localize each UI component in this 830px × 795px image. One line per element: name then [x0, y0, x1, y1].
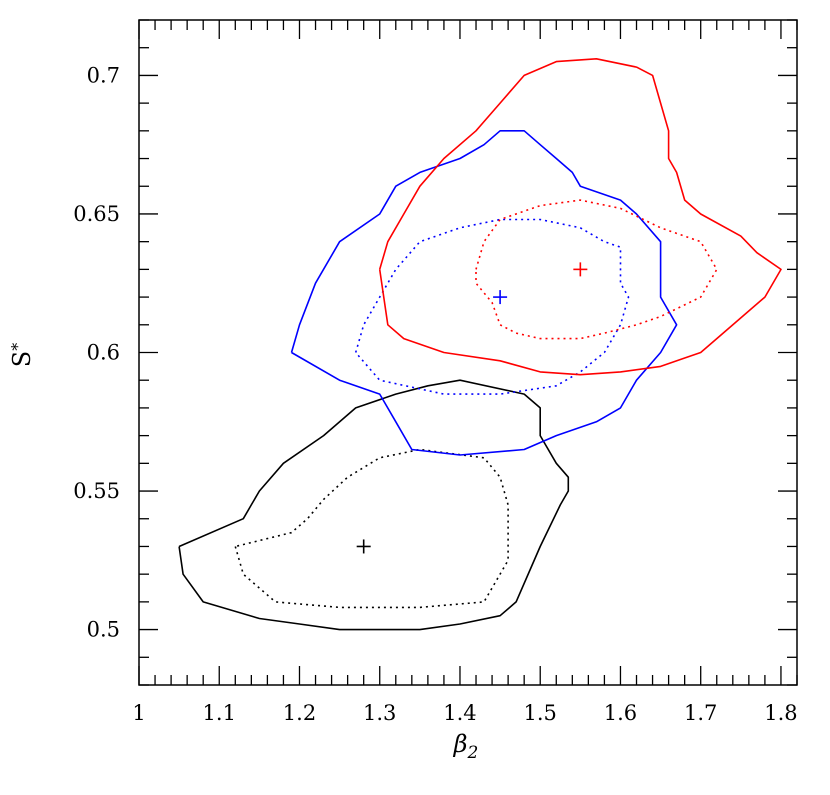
y-axis-title-symbol: S	[8, 351, 36, 367]
y-tick-label: 0.65	[73, 202, 120, 226]
black-outer-contour	[178, 379, 570, 631]
x-tick-label: 1.3	[363, 701, 396, 725]
black-best-fit-marker	[356, 539, 371, 554]
axis-ticks	[138, 19, 798, 686]
red-inner-contour	[475, 199, 718, 340]
y-tick-label: 0.55	[73, 479, 120, 503]
x-axis-title-subscript: 2	[467, 743, 479, 763]
x-tick-label: 1.1	[203, 701, 236, 725]
x-axis-title: β2	[453, 730, 479, 763]
y-axis-title-superscript: *	[8, 343, 27, 351]
x-tick-label: 1.5	[524, 701, 557, 725]
y-tick-label: 0.5	[87, 618, 120, 642]
tick-labels: 1 1.1 1.2 1.3 1.4 1.5 1.6 1.7 1.8 0.5 0.55 0.6 0.65 0…	[73, 63, 797, 725]
x-tick-label: 1.7	[684, 701, 717, 725]
blue-outer-contour	[290, 130, 678, 456]
x-tick-label: 1.4	[443, 701, 476, 725]
x-tick-label: 1.6	[604, 701, 637, 725]
y-tick-label: 0.6	[87, 341, 120, 365]
plot-area	[178, 57, 782, 631]
x-axis-title-symbol: β	[453, 730, 468, 758]
y-tick-label: 0.7	[87, 63, 120, 87]
y-axis-title: S*	[8, 343, 36, 367]
x-tick-label: 1.2	[283, 701, 316, 725]
x-tick-label: 1	[132, 701, 145, 725]
blue-inner-contour	[354, 218, 630, 395]
x-tick-label: 1.8	[764, 701, 797, 725]
red-best-fit-marker	[573, 262, 588, 277]
red-outer-contour	[378, 57, 782, 376]
black-inner-contour	[234, 448, 509, 609]
blue-best-fit-marker	[493, 290, 508, 305]
